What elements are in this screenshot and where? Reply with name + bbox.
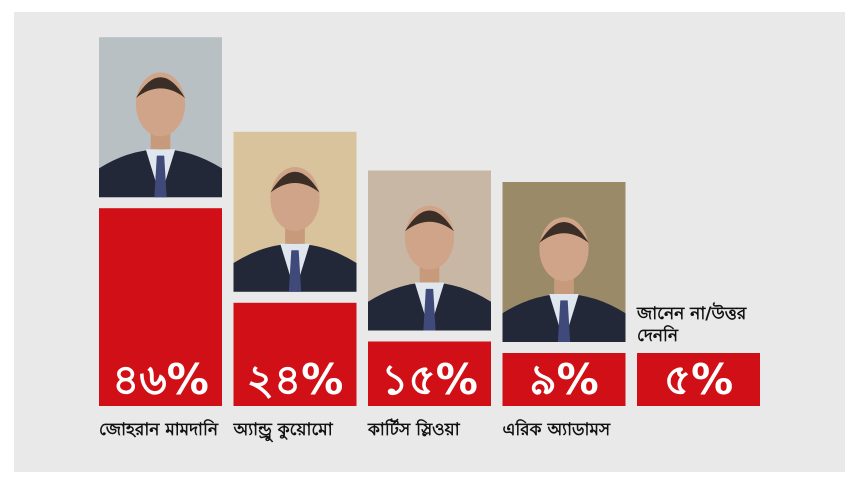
category-label-4: জানেন না/উত্তর দেননি [636, 302, 747, 346]
bar-0 [99, 208, 222, 406]
bar-3 [502, 353, 626, 406]
portrait-photo-0 [99, 37, 222, 198]
data-label-0: ৪৬% [112, 355, 209, 404]
data-label-2: ১৫% [381, 355, 478, 404]
category-label-0: জোহরান মামদানি [99, 418, 219, 440]
chart-panel: ৪৬% জোহরান মামদানি ২৪% অ্যান্ড্রু কুয়োমো ১৫… [14, 12, 845, 472]
data-label-4: ৫% [664, 355, 733, 404]
data-label-1: ২৪% [247, 355, 344, 404]
portrait-photo-1 [233, 131, 357, 292]
category-label-1: অ্যান্ড্রু কুয়োমো [233, 420, 334, 443]
data-label-3: ৯% [529, 355, 598, 404]
category-label-3: এরিক অ্যাডামস [503, 418, 611, 440]
bar-chart: ৪৬% জোহরান মামদানি ২৪% অ্যান্ড্রু কুয়োমো ১৫… [99, 37, 760, 443]
bar-2 [368, 341, 491, 406]
bar-1 [233, 302, 357, 406]
portrait-photo-3 [502, 182, 626, 342]
bar-4 [637, 353, 760, 406]
category-label-2: কার্টিস স্লিওয়া [367, 418, 461, 440]
portrait-photo-2 [368, 170, 491, 331]
